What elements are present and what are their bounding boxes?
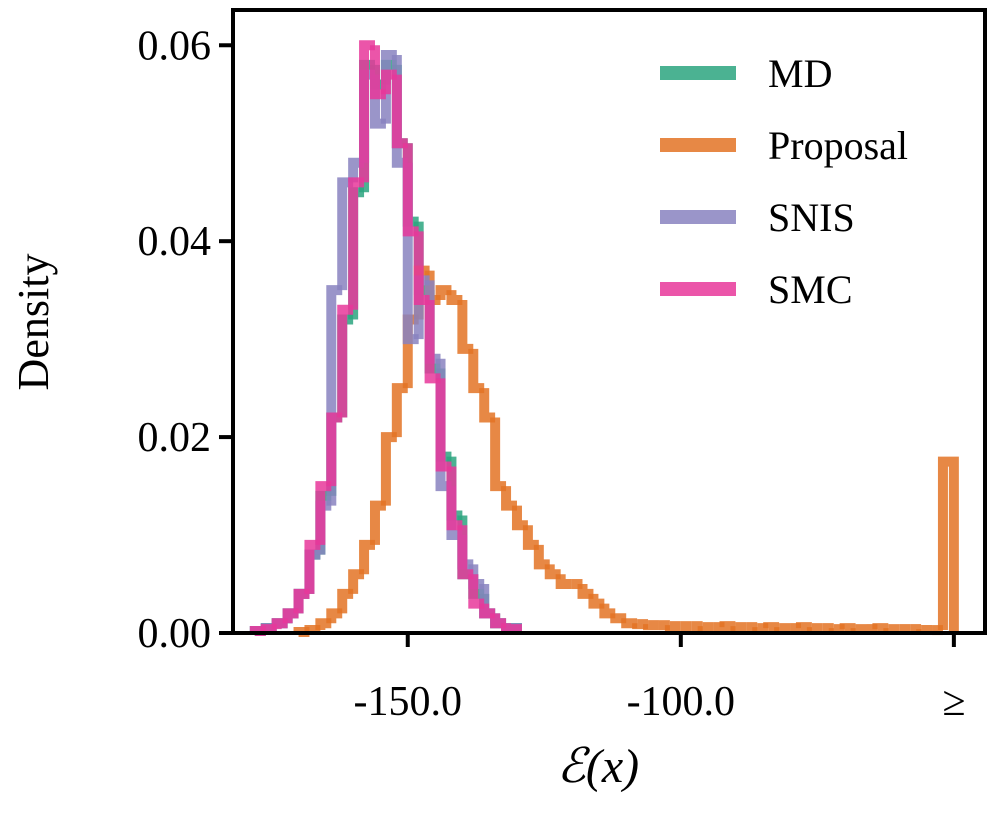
histogram-step [424, 299, 441, 384]
histogram-step [697, 622, 714, 633]
legend-label: Proposal [768, 123, 908, 168]
histogram-step [326, 608, 343, 624]
histogram-step [380, 69, 397, 95]
legend-label: MD [768, 51, 832, 96]
x-tick-label: -100.0 [627, 679, 736, 725]
histogram-step [511, 505, 528, 531]
histogram-step [348, 177, 365, 310]
histogram-step [937, 456, 959, 633]
histogram-step [533, 544, 550, 570]
histogram-step [391, 383, 408, 438]
histogram-step [271, 618, 288, 630]
y-tick-label: 0.04 [138, 219, 212, 265]
y-axis-label: Density [9, 254, 58, 391]
histogram-step [610, 613, 627, 624]
y-tick-label: 0.00 [138, 611, 212, 657]
histogram-step [435, 285, 452, 300]
histogram-step [348, 569, 365, 594]
histogram-step [293, 588, 310, 614]
histogram-step [468, 574, 485, 609]
histogram-step [774, 623, 791, 634]
histogram-step [872, 623, 889, 634]
legend-label: SMC [768, 267, 853, 312]
histogram-step [828, 624, 845, 635]
histogram-step [850, 624, 867, 635]
histogram-step [337, 304, 354, 418]
histogram-step [806, 623, 823, 634]
histogram-step [577, 584, 594, 599]
histogram-step [446, 290, 463, 305]
legend-label: SNIS [768, 195, 855, 240]
histogram-step [391, 74, 408, 149]
histogram-step [730, 622, 747, 633]
histogram-step [479, 388, 496, 423]
y-tick-label: 0.02 [138, 415, 212, 461]
x-tick-label: ≥ [942, 679, 965, 725]
histogram-step [359, 539, 375, 575]
histogram-step [501, 486, 517, 511]
histogram-step [282, 608, 299, 624]
histogram-step [664, 621, 681, 632]
histogram-step [468, 348, 485, 394]
histogram-step [260, 624, 277, 635]
histogram-step [632, 619, 649, 630]
x-tick-label: -150.0 [354, 679, 463, 725]
histogram-step [479, 603, 496, 619]
histogram-step [457, 525, 474, 580]
histogram-step [839, 623, 856, 634]
histogram-step [555, 574, 572, 590]
histogram-step [457, 299, 474, 354]
histogram-step [337, 588, 354, 614]
histogram-step [621, 618, 638, 629]
histogram-step [315, 618, 332, 631]
histogram-step [490, 613, 507, 629]
histogram-step [883, 624, 900, 635]
histogram-step [916, 625, 933, 636]
plot-frame [231, 8, 987, 635]
histogram-step [544, 564, 561, 580]
histogram-step [490, 417, 507, 492]
y-tick-label: 0.06 [138, 23, 212, 69]
histogram-step [522, 525, 539, 550]
histogram-step [326, 412, 343, 487]
histogram-step [446, 466, 463, 531]
histogram-step [588, 593, 605, 609]
x-axis-label: ℰ(x) [557, 740, 639, 793]
histogram-step [643, 620, 659, 631]
histogram-step [719, 621, 736, 632]
histogram-step [380, 432, 397, 506]
histogram-step [369, 500, 386, 545]
histogram-step [380, 50, 397, 124]
histogram-step [304, 539, 321, 594]
histogram-step [599, 603, 616, 619]
